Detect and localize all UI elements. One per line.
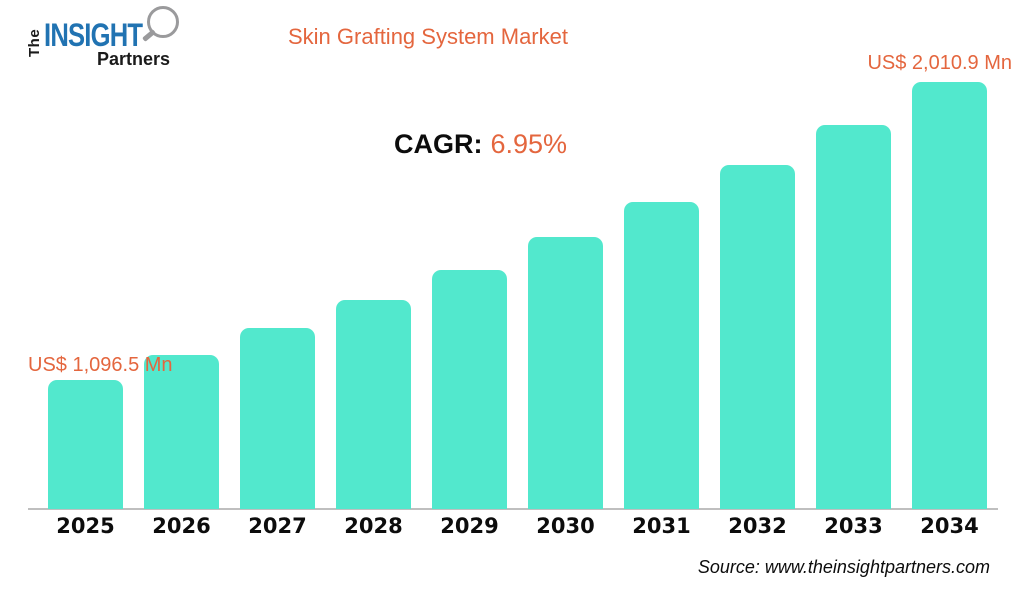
x-axis-line: [28, 508, 998, 510]
data-label-2025: US$ 1,096.5 Mn: [28, 354, 173, 376]
x-axis-label-2033: 2033: [824, 514, 883, 538]
x-axis-label-2032: 2032: [728, 514, 787, 538]
x-axis-label-2031: 2031: [632, 514, 691, 538]
logo-insight-text: INSIGHT: [44, 17, 143, 53]
x-axis-label-2029: 2029: [440, 514, 499, 538]
x-axis-label-2026: 2026: [152, 514, 211, 538]
x-axis-label-2025: 2025: [56, 514, 115, 538]
logo-the-text: The: [26, 28, 43, 57]
bar-2031: [624, 202, 699, 509]
bar-2026: [144, 355, 219, 509]
x-axis-label-2030: 2030: [536, 514, 595, 538]
chart-title: Skin Grafting System Market: [288, 24, 568, 49]
logo-partners-text: Partners: [97, 49, 171, 69]
bar-2034: [912, 82, 987, 509]
x-axis-label-2027: 2027: [248, 514, 307, 538]
bar-2029: [432, 270, 507, 509]
data-label-2034: US$ 2,010.9 Mn: [867, 52, 1012, 74]
cagr-annotation: CAGR: 6.95%: [394, 129, 567, 160]
bar-2030: [528, 237, 603, 509]
cagr-label: CAGR:: [394, 129, 483, 159]
bar-2033: [816, 125, 891, 509]
source-credit: Source: www.theinsightpartners.com: [697, 557, 990, 577]
bar-2027: [240, 328, 315, 509]
bar-2032: [720, 165, 795, 509]
insight-partners-logo: The INSIGHT Partners: [0, 0, 200, 85]
magnifier-icon: [147, 6, 179, 38]
x-axis-label-2034: 2034: [920, 514, 979, 538]
bar-2028: [336, 300, 411, 509]
x-axis-label-2028: 2028: [344, 514, 403, 538]
bar-2025: [48, 380, 123, 509]
cagr-value: 6.95%: [490, 129, 568, 159]
